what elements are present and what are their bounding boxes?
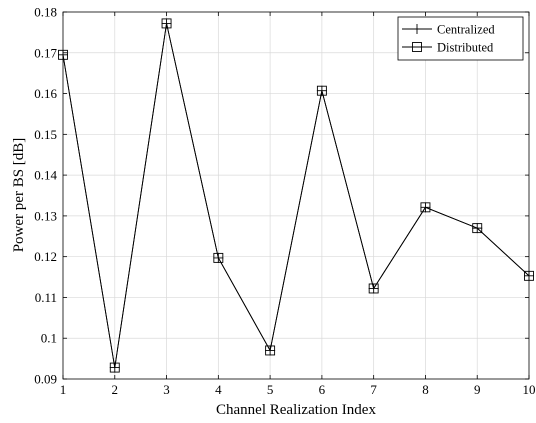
y-tick-label: 0.12 [34,249,57,264]
legend-marker-centralized [412,24,422,34]
x-tick-label: 8 [422,382,429,397]
y-axis-label: Power per BS [dB] [11,138,27,253]
y-tick-label: 0.17 [34,45,57,60]
data-point-distributed [420,202,431,213]
legend: Centralized Distributed [397,16,524,61]
x-tick-label: 1 [60,382,67,397]
y-tick-label: 0.11 [35,290,57,305]
legend-item-centralized: Centralized [402,23,495,37]
y-tick-label: 0.16 [34,86,57,101]
tick-marks [62,11,530,380]
data-point-distributed [472,223,483,234]
y-tick-label: 0.18 [34,5,57,20]
x-tick-label: 3 [163,382,170,397]
data-point-distributed [161,18,172,29]
x-axis-label: Channel Realization Index [216,402,376,418]
y-tick-labels: 0.09 0.1 0.11 0.12 0.13 0.14 0.15 0.16 0.17 0.18 [34,5,57,387]
plot-frame [62,11,530,380]
y-tick-label: 0.09 [34,372,57,387]
x-tick-label: 9 [474,382,481,397]
data-point-distributed [213,252,224,263]
y-tick-label: 0.14 [34,168,57,183]
legend-box [397,16,524,61]
y-tick-label: 0.13 [34,208,57,223]
grid [63,12,529,379]
x-tick-label: 10 [523,382,536,397]
legend-label-centralized: Centralized [437,23,495,37]
y-tick-label: 0.15 [34,127,57,142]
x-tick-label: 6 [319,382,326,397]
data-point-distributed [316,85,327,96]
data-point-distributed [368,283,379,294]
series-line-distributed [62,23,530,368]
x-tick-label: 5 [267,382,274,397]
plot-background [63,12,529,379]
x-tick-label: 7 [370,382,377,397]
legend-item-distributed: Distributed [402,41,494,55]
data-point-distributed [109,362,120,373]
x-tick-label: 2 [112,382,119,397]
legend-label-distributed: Distributed [437,41,494,55]
y-tick-label: 0.1 [41,331,57,346]
data-point-distributed [265,345,276,356]
x-tick-labels: 1 2 3 4 5 6 7 8 9 10 [60,382,536,397]
legend-marker-distributed [412,42,422,52]
x-tick-label: 4 [215,382,222,397]
